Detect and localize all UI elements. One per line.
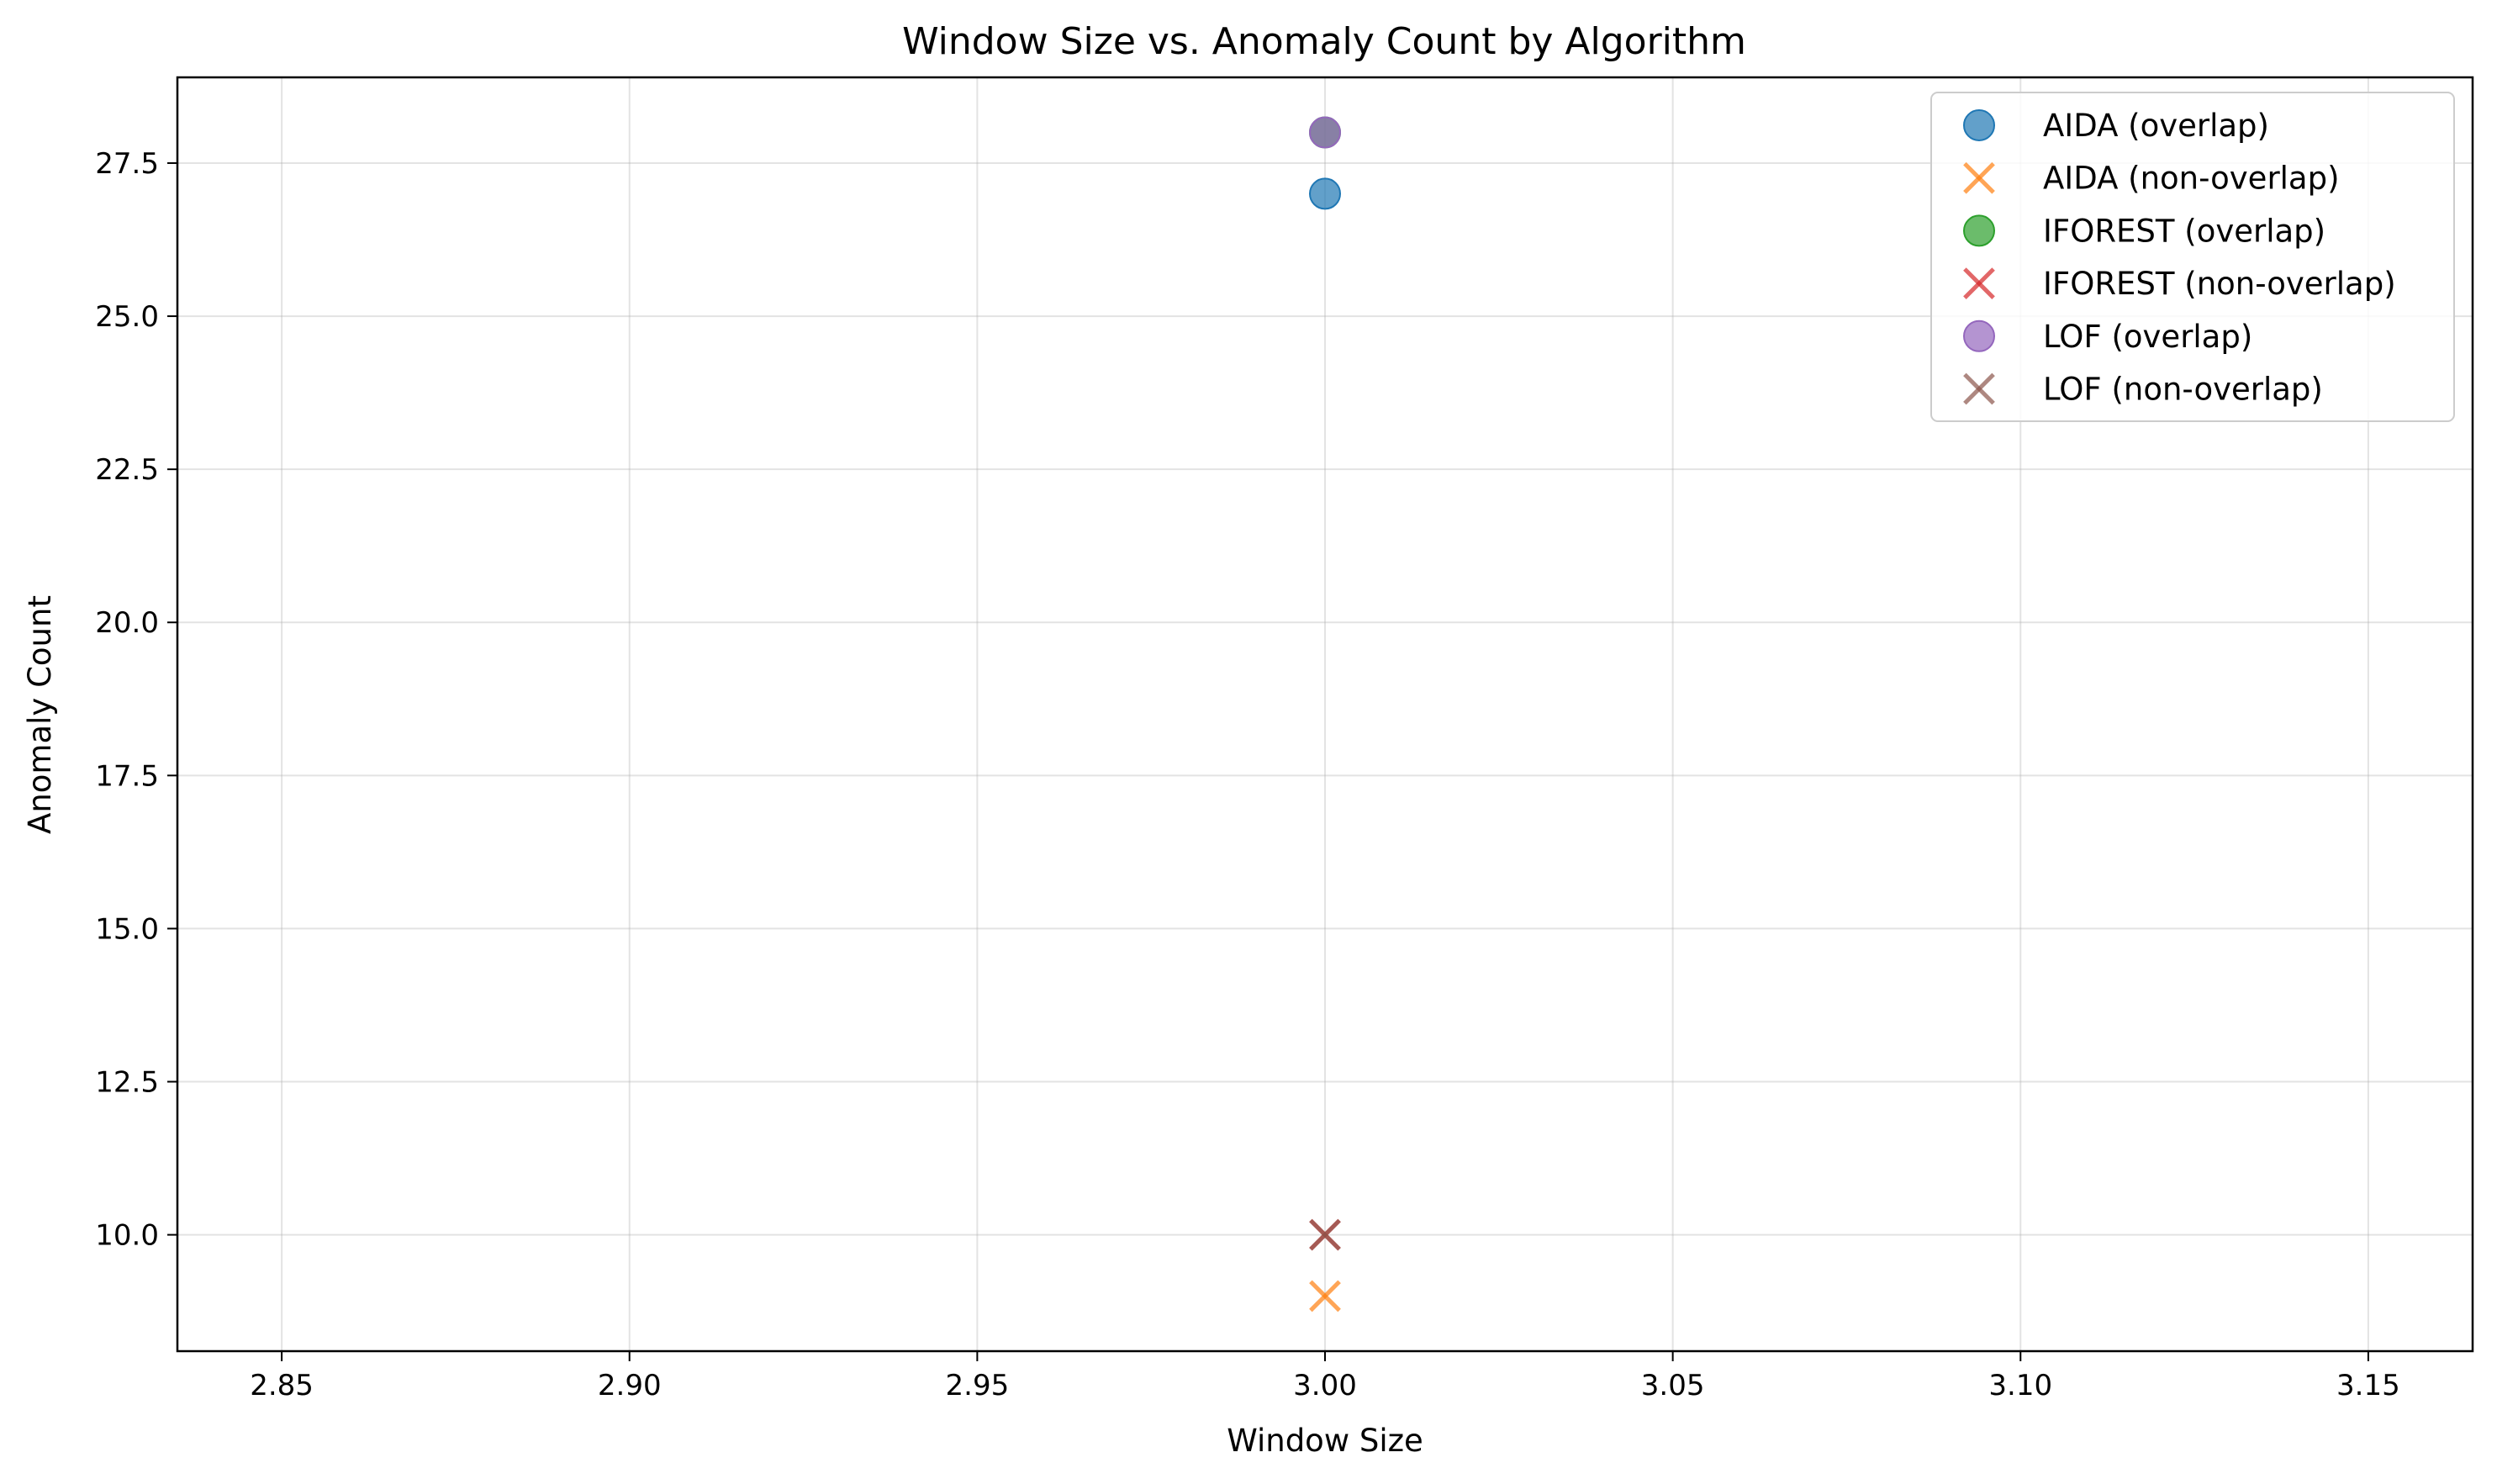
y-tick-label: 15.0 — [95, 912, 159, 946]
chart-title: Window Size vs. Anomaly Count by Algorit… — [902, 20, 1746, 63]
legend-marker-4 — [1963, 320, 1995, 352]
y-tick-label: 10.0 — [95, 1219, 159, 1253]
x-axis-label: Window Size — [1227, 1423, 1423, 1459]
legend-label: LOF (overlap) — [2043, 319, 2252, 355]
y-tick-label: 17.5 — [95, 759, 159, 793]
legend-label: LOF (non-overlap) — [2043, 372, 2323, 408]
y-tick-label: 25.0 — [95, 300, 159, 334]
legend-marker-2 — [1963, 214, 1995, 247]
y-tick-label: 22.5 — [95, 453, 159, 487]
x-tick-label: 2.95 — [946, 1369, 1010, 1402]
y-axis-label: Anomaly Count — [22, 595, 58, 834]
y-tick-label: 20.0 — [95, 606, 159, 640]
legend-marker-0 — [1963, 109, 1995, 141]
marks-layer — [1309, 116, 1341, 1312]
data-point-series-4 — [1309, 116, 1341, 149]
x-tick-label: 2.85 — [250, 1369, 314, 1402]
legend: AIDA (overlap) AIDA (non-overlap) IFOREST … — [1930, 92, 2455, 422]
x-tick-label: 3.05 — [1641, 1369, 1705, 1402]
y-tick-label: 27.5 — [95, 147, 159, 181]
legend-label: IFOREST (non-overlap) — [2043, 266, 2396, 302]
x-tick-label: 3.10 — [1988, 1369, 2052, 1402]
data-point-series-0 — [1309, 177, 1341, 210]
y-tick-label: 12.5 — [95, 1066, 159, 1100]
x-tick-label: 2.90 — [598, 1369, 662, 1402]
legend-marker-5 — [1963, 372, 1995, 405]
legend-label: IFOREST (overlap) — [2043, 213, 2325, 249]
x-tick-label: 3.15 — [2336, 1369, 2400, 1402]
data-point-series-5 — [1309, 1218, 1341, 1251]
legend-marker-3 — [1963, 267, 1995, 299]
data-point-series-1 — [1309, 1280, 1341, 1312]
legend-label: AIDA (non-overlap) — [2043, 161, 2340, 197]
ticks-layer: 2.85 2.90 2.95 3.00 3.05 3.10 3.15 10.0 12.5 15.0… — [95, 147, 2399, 1402]
legend-box — [1930, 92, 2455, 422]
legend-marker-1 — [1963, 161, 1995, 194]
grid-layer — [177, 77, 2473, 1351]
legend-label: AIDA (overlap) — [2043, 108, 2269, 144]
x-tick-label: 3.00 — [1293, 1369, 1357, 1402]
